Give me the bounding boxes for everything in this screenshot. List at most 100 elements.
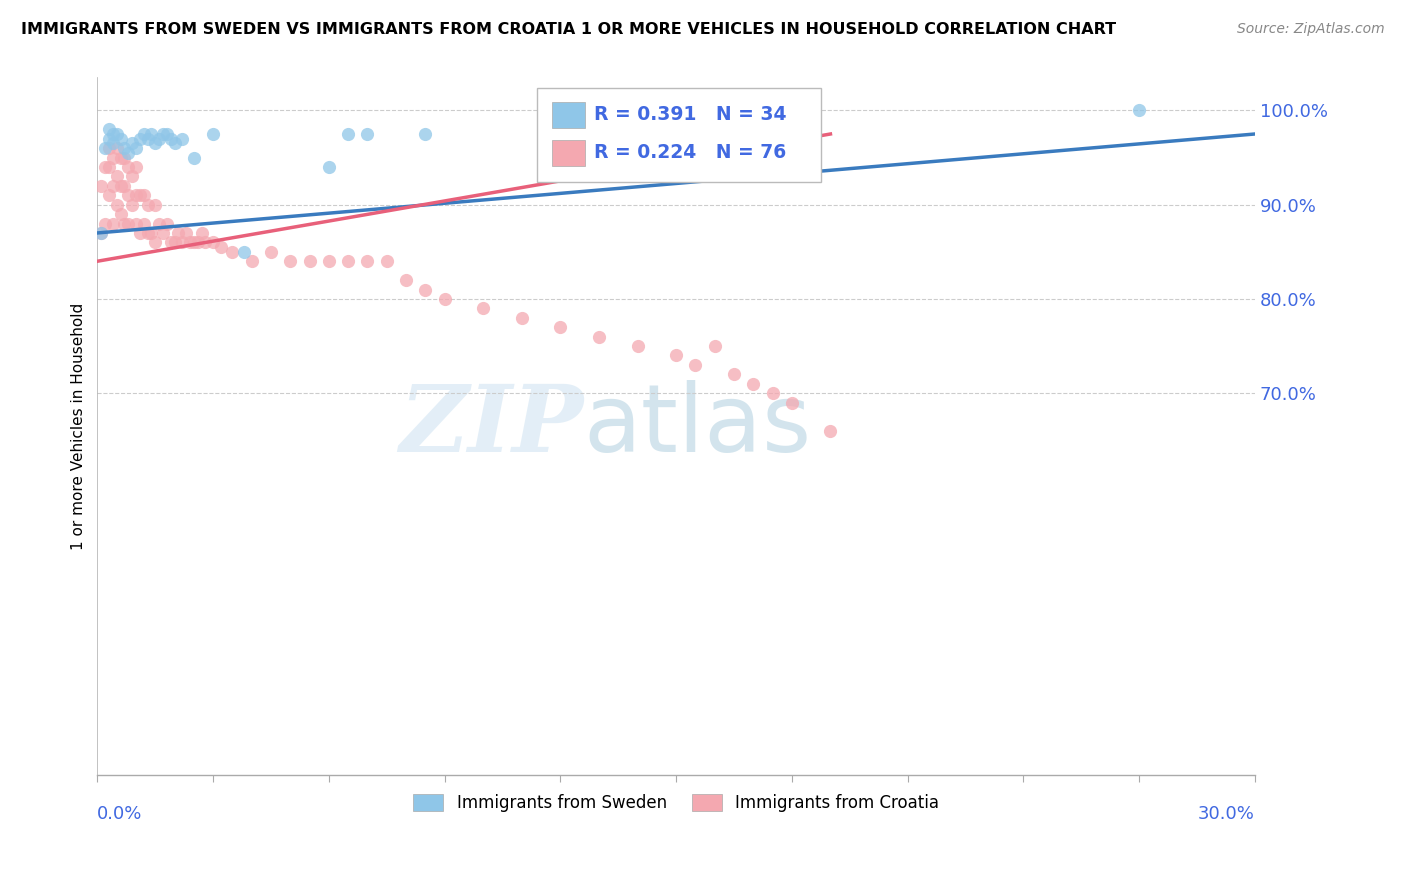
Point [172,131,194,145]
Point [94,160,117,174]
Point [110,131,132,145]
Point [190,226,212,240]
Point [101,151,124,165]
Point [143,136,166,151]
Point [105,127,128,141]
Point [174,226,197,240]
Point [187,235,209,250]
Point [125,217,148,231]
Point [148,131,170,145]
Point [703,339,725,353]
Point [167,226,190,240]
Point [94,141,117,155]
Point [110,178,132,193]
Bar [553,139,585,166]
Point [337,127,360,141]
Point [110,207,132,221]
Point [472,301,495,316]
Point [143,235,166,250]
Point [101,136,124,151]
Point [413,283,436,297]
Point [121,169,143,184]
Point [183,235,205,250]
Point [94,217,117,231]
Point [278,254,301,268]
Point [128,188,150,202]
Point [128,131,150,145]
Point [163,136,186,151]
Point [298,254,321,268]
Point [337,254,360,268]
Point [761,386,783,401]
Text: R = 0.391   N = 34: R = 0.391 N = 34 [593,105,786,124]
Point [356,127,378,141]
Point [820,424,842,438]
Point [780,395,803,409]
Point [97,122,120,136]
Point [125,160,148,174]
Text: R = 0.224   N = 76: R = 0.224 N = 76 [593,144,786,162]
Point [105,141,128,155]
Point [132,127,155,141]
Point [588,127,610,141]
Point [209,240,232,254]
Point [375,254,398,268]
Text: 30.0%: 30.0% [1198,805,1256,823]
Point [550,320,572,334]
Point [183,151,205,165]
Point [125,141,148,155]
Point [159,235,181,250]
Point [156,217,179,231]
Point [152,226,174,240]
Point [90,226,112,240]
Text: atlas: atlas [583,380,811,472]
Point [159,131,181,145]
Point [110,151,132,165]
Point [260,244,283,259]
Point [112,178,135,193]
Point [172,235,194,250]
Point [510,310,533,325]
Point [132,217,155,231]
Point [202,235,225,250]
Point [101,127,124,141]
Point [318,254,340,268]
Point [433,292,456,306]
FancyBboxPatch shape [537,88,821,182]
Y-axis label: 1 or more Vehicles in Household: 1 or more Vehicles in Household [72,302,86,549]
Point [132,188,155,202]
Point [685,358,707,372]
Point [121,197,143,211]
Text: Source: ZipAtlas.com: Source: ZipAtlas.com [1237,22,1385,37]
Point [101,178,124,193]
Point [105,197,128,211]
Point [105,169,128,184]
Point [163,235,186,250]
Point [665,349,688,363]
Point [125,188,148,202]
Point [97,141,120,155]
Point [117,217,139,231]
Text: IMMIGRANTS FROM SWEDEN VS IMMIGRANTS FROM CROATIA 1 OR MORE VEHICLES IN HOUSEHOL: IMMIGRANTS FROM SWEDEN VS IMMIGRANTS FRO… [21,22,1116,37]
Point [90,226,112,240]
Point [742,376,765,391]
Legend: Immigrants from Sweden, Immigrants from Croatia: Immigrants from Sweden, Immigrants from … [406,788,946,819]
Point [136,226,159,240]
Bar [553,102,585,128]
Point [723,368,745,382]
Point [136,197,159,211]
Point [588,329,610,343]
Point [112,141,135,155]
Point [97,131,120,145]
Point [117,160,139,174]
Point [221,244,243,259]
Point [194,235,217,250]
Point [240,254,263,268]
Point [117,188,139,202]
Point [318,160,340,174]
Point [395,273,418,287]
Point [143,197,166,211]
Point [233,244,256,259]
Point [152,127,174,141]
Point [413,127,436,141]
